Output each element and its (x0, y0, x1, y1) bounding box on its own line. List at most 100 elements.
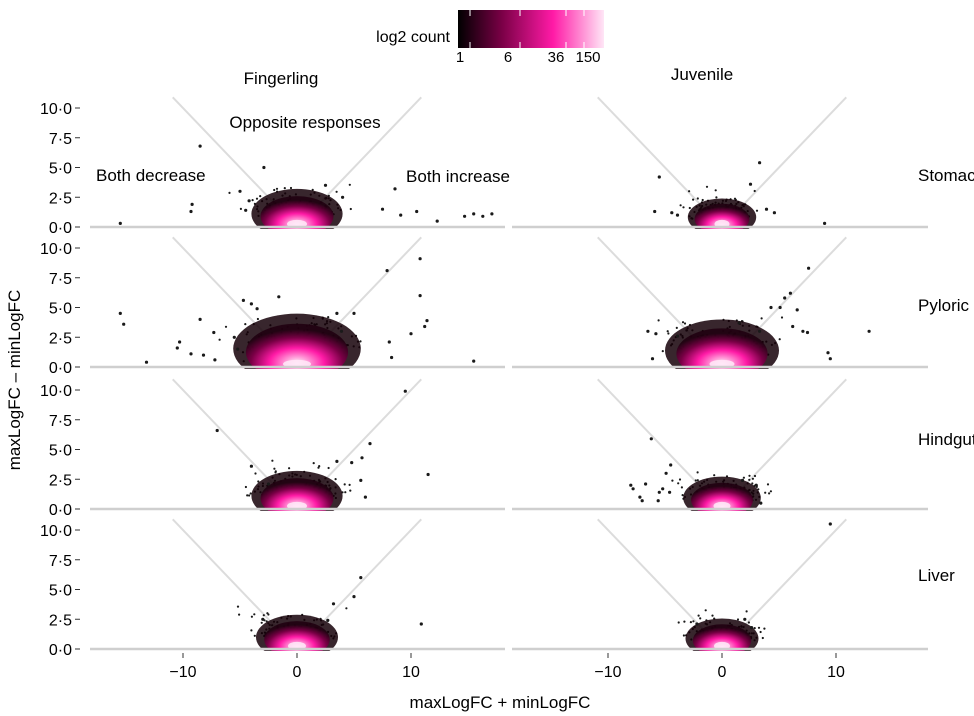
outlier-point (657, 175, 661, 179)
panel-juvenile-stomach (512, 96, 928, 229)
data-point (239, 207, 242, 210)
outlier-point (754, 483, 758, 487)
y-tick-label: 5·0 (49, 161, 72, 178)
outlier-point (232, 335, 236, 339)
outlier-point (352, 595, 356, 599)
data-point (755, 209, 759, 212)
data-point (704, 609, 707, 612)
panel-juvenile-liver (512, 518, 928, 651)
density-core (676, 328, 768, 369)
outlier-point (266, 482, 271, 486)
data-point (327, 316, 330, 319)
outlier-point (472, 212, 476, 216)
outlier-point (363, 495, 367, 499)
panel-fingerling-pyloric (90, 236, 505, 369)
outlier-point (669, 463, 673, 467)
legend-colorbar (458, 10, 604, 48)
outlier-point (189, 352, 193, 356)
data-point (713, 474, 716, 477)
y-tick-label: 7·5 (49, 131, 72, 148)
panel-fingerling-stomach (90, 96, 505, 229)
data-point (250, 615, 253, 618)
data-point (334, 478, 337, 481)
data-point (348, 483, 351, 486)
y-axis-title: maxLogFC – minLogFC (5, 290, 24, 470)
data-point (238, 613, 241, 616)
data-point (764, 491, 767, 494)
region-label-both-decrease: Both decrease (96, 166, 206, 185)
data-point (345, 607, 348, 610)
panel-fingerling-hindgut (90, 378, 505, 511)
outlier-point (118, 221, 122, 225)
outlier-point (335, 311, 339, 315)
outlier-point (769, 305, 773, 310)
row-label-pyloric: Pyloric (918, 296, 970, 315)
outlier-point (201, 353, 206, 357)
y-tick-label: 10·0 (40, 523, 72, 540)
outlier-point (212, 330, 216, 335)
outlier-point (213, 358, 217, 362)
outlier-point (399, 213, 403, 217)
outlier-point (247, 199, 251, 203)
x-tick-label: −10 (169, 664, 196, 681)
data-point (327, 466, 330, 470)
outlier-point (828, 357, 832, 361)
data-point (715, 196, 718, 199)
density-core (245, 323, 349, 369)
y-tick-label: 7·5 (49, 553, 72, 570)
data-point (736, 618, 740, 621)
data-point (677, 482, 680, 485)
data-point (248, 494, 251, 497)
data-point (348, 183, 351, 186)
outlier-point (740, 478, 745, 482)
outlier-point (403, 389, 407, 393)
outlier-point (656, 499, 660, 503)
data-point (759, 630, 762, 634)
data-point (661, 350, 664, 353)
panels-layer (90, 96, 928, 651)
y-tick-label: 0·0 (49, 220, 72, 237)
data-point (751, 477, 755, 480)
data-point (680, 486, 684, 489)
data-point (742, 476, 746, 479)
y-tick-label: 0·0 (49, 360, 72, 377)
outlier-point (241, 298, 245, 302)
row-label-stomach: Stomach (918, 166, 974, 185)
outlier-point (393, 187, 397, 191)
row-label-hindgut: Hindgut (918, 430, 974, 449)
data-point (692, 620, 695, 623)
data-point (682, 634, 686, 637)
data-point (251, 199, 254, 202)
outlier-point (743, 617, 747, 621)
data-point (751, 482, 754, 485)
outlier-point (261, 617, 265, 621)
outlier-point (426, 472, 430, 477)
region-label-opposite-responses: Opposite responses (229, 113, 380, 132)
data-point (657, 319, 660, 322)
data-point (359, 340, 362, 343)
outlier-point (189, 209, 193, 214)
outlier-point (380, 207, 385, 211)
outlier-point (360, 456, 364, 460)
data-point (254, 472, 257, 475)
outlier-point (631, 487, 635, 491)
outlier-point (801, 329, 805, 333)
data-point (283, 187, 286, 190)
data-point (224, 325, 228, 328)
density-core (691, 482, 753, 511)
data-point (335, 190, 338, 193)
data-point (689, 621, 693, 624)
data-point (778, 338, 781, 341)
density-core (264, 621, 330, 651)
outlier-point (435, 219, 439, 223)
outlier-point (664, 471, 668, 475)
data-point (256, 317, 259, 321)
legend-tick-label-6: 6 (504, 49, 512, 66)
data-point (760, 317, 763, 320)
y-tick-label: 5·0 (49, 583, 72, 600)
outlier-point (791, 324, 795, 329)
outlier-point (638, 495, 642, 499)
outlier-point (783, 296, 787, 300)
outlier-point (490, 212, 494, 216)
